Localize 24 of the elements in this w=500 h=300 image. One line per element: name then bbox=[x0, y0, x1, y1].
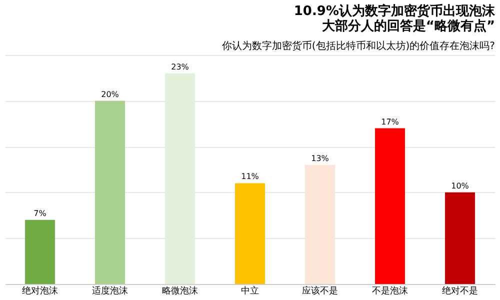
data-label: 10% bbox=[451, 181, 470, 190]
bar bbox=[95, 100, 125, 284]
x-tick-label: 适度泡沫 bbox=[92, 286, 128, 296]
data-label: 23% bbox=[171, 62, 190, 72]
bar bbox=[305, 164, 335, 284]
x-tick-label: 绝对泡沫 bbox=[22, 286, 58, 296]
text: 10.9%认为数字加密货币出现泡沫 bbox=[294, 3, 496, 19]
data-label: 20% bbox=[101, 90, 120, 99]
x-tick-label: 略微泡沫 bbox=[162, 286, 198, 296]
x-tick-label: 中立 bbox=[241, 286, 259, 296]
data-label: 13% bbox=[311, 154, 330, 163]
x-tick-label: 绝对不是 bbox=[442, 286, 478, 296]
x-tick-label: 不是泡沫 bbox=[372, 286, 408, 296]
data-label: 11% bbox=[241, 172, 260, 182]
data-label: 7% bbox=[34, 208, 47, 218]
bar bbox=[165, 73, 195, 284]
bar bbox=[375, 128, 405, 284]
bar bbox=[235, 183, 265, 284]
text: 大部分人的回答是“略微有点” bbox=[322, 18, 495, 34]
chart-title: 你认为数字加密货币(包括比特币和以太坊)的价值存在泡沫吗? bbox=[222, 40, 495, 52]
data-label: 17% bbox=[381, 117, 400, 126]
bar bbox=[445, 192, 475, 284]
bar bbox=[25, 220, 55, 284]
x-tick-label: 应该不是 bbox=[302, 286, 338, 296]
